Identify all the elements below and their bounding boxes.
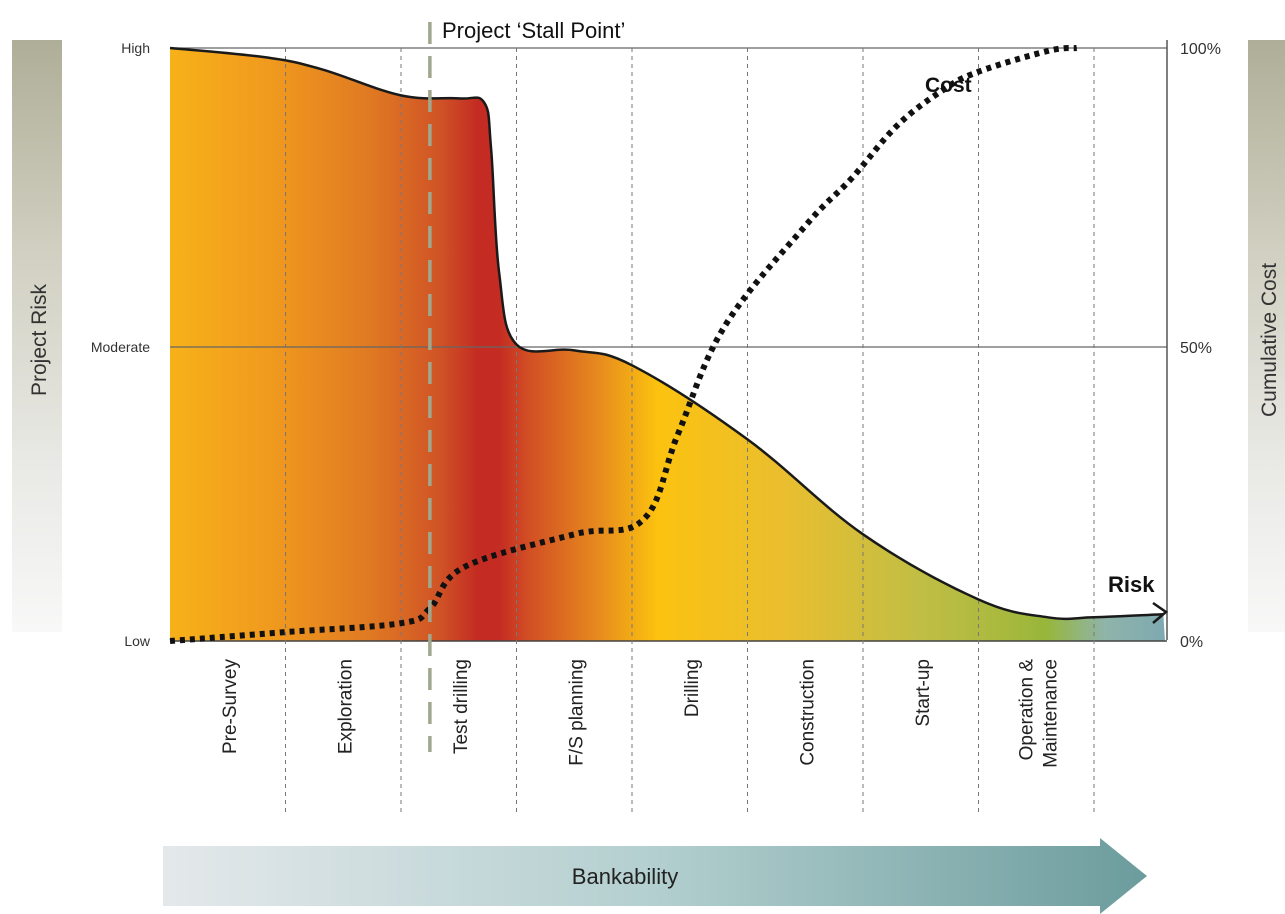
left-tick-label: High <box>121 40 150 56</box>
right-tick-labels: 100% 50% 0% <box>1180 41 1221 651</box>
left-axis-band <box>12 40 62 632</box>
left-tick-label: Moderate <box>91 339 150 355</box>
risk-line <box>169 46 1164 621</box>
phase-label: Drilling <box>682 659 703 717</box>
stall-point-label: Project ‘Stall Point’ <box>442 18 625 43</box>
risk-arrowhead <box>1152 601 1169 624</box>
cost-line <box>169 45 1077 644</box>
cost-series-label: Cost <box>925 74 972 97</box>
phase-label: Pre-Survey <box>220 659 241 755</box>
right-tick-label: 0% <box>1180 634 1203 651</box>
left-axis-label: Project Risk <box>28 283 51 396</box>
risk-series-label: Risk <box>1108 572 1155 597</box>
left-tick-labels: High Moderate Low <box>91 40 151 649</box>
phase-label: F/S planning <box>566 659 587 766</box>
phase-label: Construction <box>797 659 818 766</box>
right-axis-band <box>1248 40 1285 632</box>
right-axis-label: Cumulative Cost <box>1258 263 1281 417</box>
bankability-label: Bankability <box>572 864 678 889</box>
phase-labels: Pre-Survey Exploration Test drilling F/S pl… <box>220 659 1062 768</box>
phase-label: Start-up <box>913 659 934 727</box>
phase-label: Operation & <box>1016 659 1037 761</box>
right-tick-label: 50% <box>1180 340 1212 357</box>
phase-label: Maintenance <box>1040 659 1061 768</box>
phase-label: Test drilling <box>451 659 472 754</box>
right-tick-label: 100% <box>1180 41 1221 58</box>
horizontal-gridlines <box>170 47 1167 642</box>
risk-area <box>170 48 1165 641</box>
phase-label: Exploration <box>335 659 356 754</box>
bankability-arrow <box>163 838 1147 914</box>
left-tick-label: Low <box>124 633 151 649</box>
